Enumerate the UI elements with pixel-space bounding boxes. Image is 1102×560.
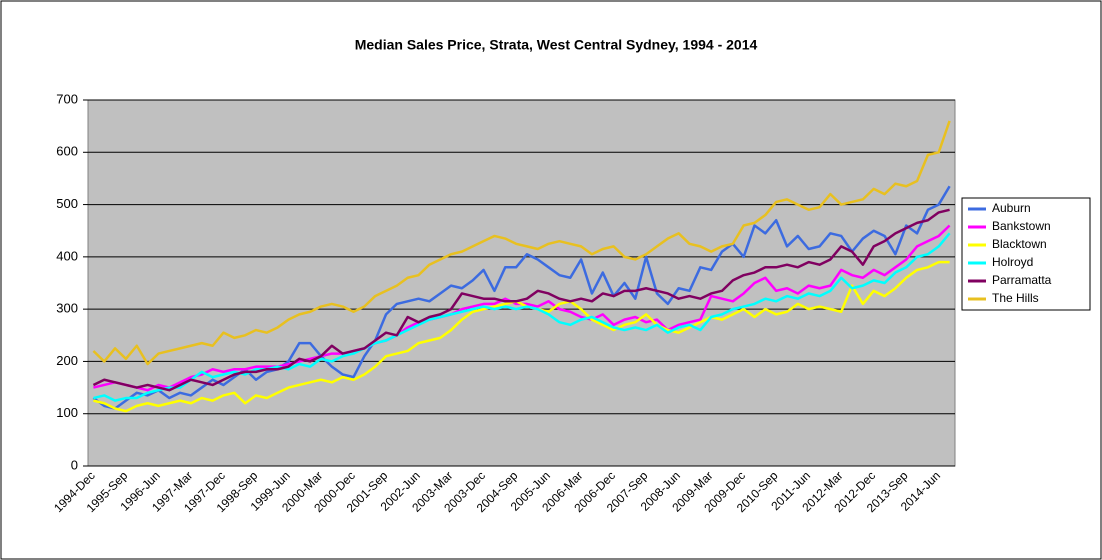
series-line [92, 208, 950, 392]
legend-label: Holroyd [992, 255, 1033, 269]
legend-label: Bankstown [992, 219, 1051, 233]
y-tick-label: 100 [56, 405, 78, 420]
chart-title: Median Sales Price, Strata, West Central… [355, 37, 758, 53]
y-tick-label: 600 [56, 144, 78, 159]
plot-area [87, 99, 956, 467]
y-tick-label: 700 [56, 91, 78, 106]
legend-label: The Hills [992, 291, 1039, 305]
y-tick-label: 300 [56, 301, 78, 316]
y-tick-label: 400 [56, 248, 78, 263]
y-tick-label: 200 [56, 353, 78, 368]
legend-label: Parramatta [992, 273, 1052, 287]
y-tick-label: 500 [56, 196, 78, 211]
series-line [93, 260, 950, 413]
legend-label: Auburn [992, 201, 1031, 215]
series-line [92, 185, 951, 410]
series-line [92, 120, 951, 366]
legend-box [961, 197, 1091, 311]
y-tick-label: 0 [71, 457, 78, 472]
legend-label: Blacktown [992, 237, 1047, 251]
series-line [93, 232, 951, 402]
